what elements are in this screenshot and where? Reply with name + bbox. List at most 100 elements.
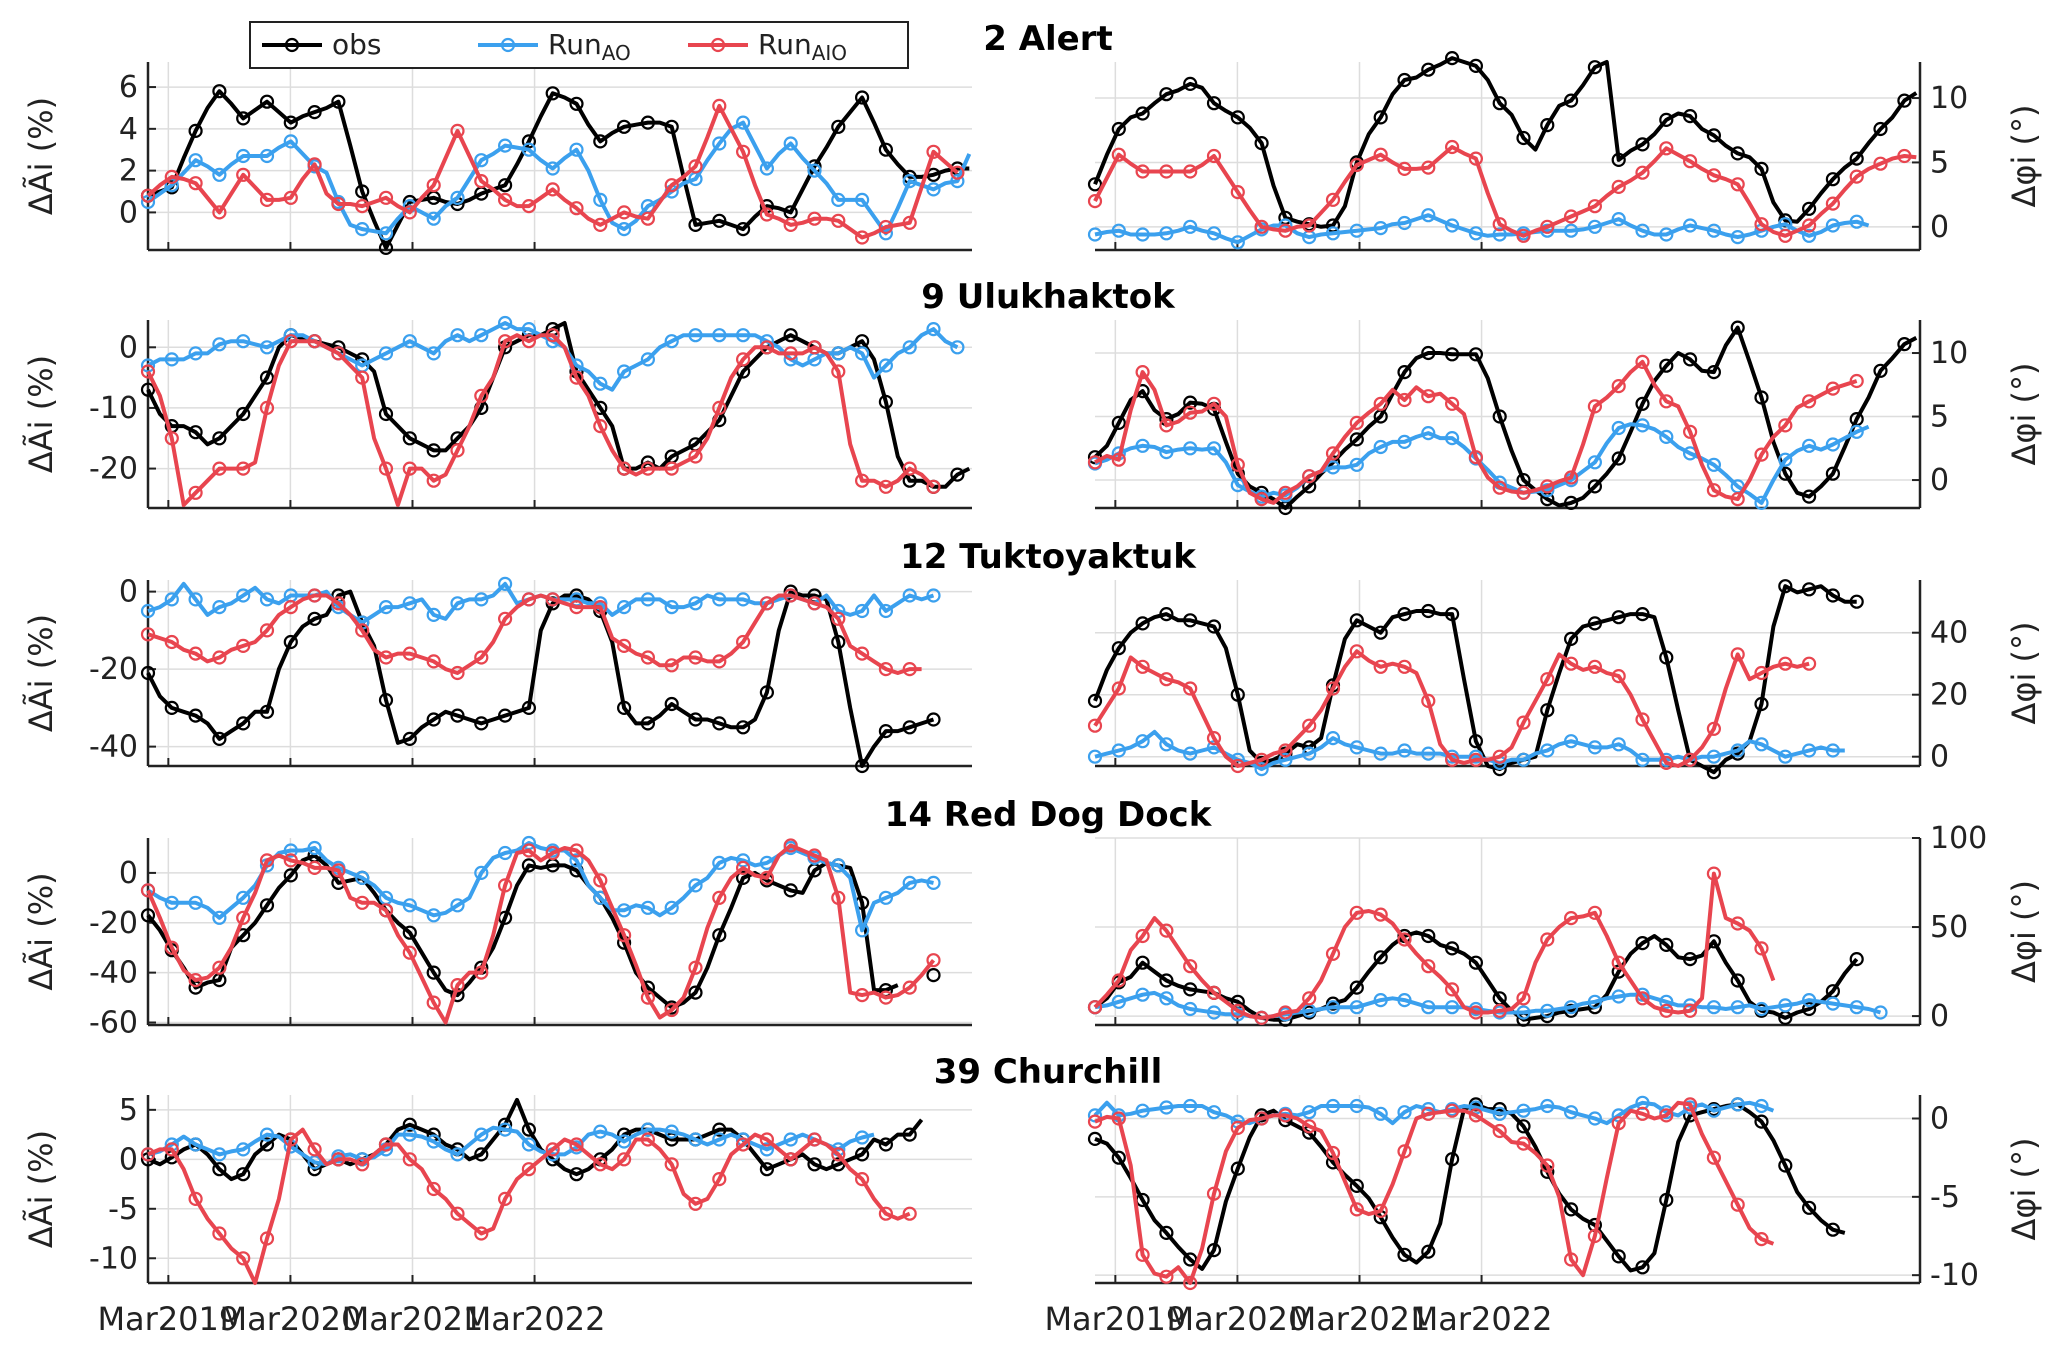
data-point: [331, 346, 346, 361]
series-run_aio-1-left: [140, 328, 941, 507]
data-point: [1801, 1200, 1817, 1215]
data-point: [807, 1157, 822, 1172]
panel-4-right: 0 -5 -10 Δφi (°): [1095, 1095, 2043, 1293]
y-tick-label: -10: [1930, 1258, 1979, 1293]
data-point: [164, 169, 179, 184]
data-point: [1397, 992, 1412, 1008]
data-point: [283, 134, 298, 149]
data-point: [902, 1127, 917, 1142]
data-point: [1444, 606, 1460, 622]
data-point: [902, 1206, 917, 1221]
data-point: [878, 661, 894, 677]
data-point: [1254, 752, 1269, 767]
series-run_ao-0-right: [1087, 208, 1870, 250]
data-point: [759, 340, 775, 355]
data-point: [712, 890, 727, 905]
data-point: [1801, 582, 1817, 597]
data-point: [1706, 866, 1722, 881]
data-point: [1540, 1003, 1555, 1018]
data-point: [188, 1191, 203, 1207]
data-point: [1468, 347, 1484, 362]
data-point: [426, 654, 441, 669]
legend-marker: [500, 37, 516, 53]
data-point: [545, 161, 560, 176]
data-point: [1373, 1106, 1388, 1121]
data-point: [1730, 320, 1745, 335]
data-point: [735, 860, 751, 876]
data-point: [378, 240, 394, 255]
legend-label: obs: [332, 28, 382, 61]
data-point: [1087, 693, 1103, 709]
data-point: [1635, 223, 1650, 238]
data-point: [854, 346, 870, 361]
data-point: [1730, 146, 1745, 161]
y-tick-label: 20: [1930, 678, 1968, 713]
data-point: [688, 217, 703, 232]
data-point: [712, 1132, 727, 1147]
data-point: [1635, 354, 1650, 369]
data-point: [1825, 1222, 1841, 1237]
y-axis-label: ΔÃi (%): [22, 872, 60, 990]
data-point: [1563, 223, 1579, 238]
data-point: [688, 449, 703, 464]
data-point: [616, 903, 632, 918]
data-point: [1730, 973, 1745, 988]
data-point: [664, 599, 679, 615]
data-point: [1516, 228, 1531, 243]
data-point: [759, 1162, 775, 1177]
data-point: [1730, 916, 1745, 931]
data-point: [783, 1152, 798, 1167]
data-point: [1444, 1000, 1460, 1015]
data-point: [616, 1134, 632, 1149]
data-point: [1563, 1202, 1579, 1217]
data-point: [664, 334, 679, 349]
data-point: [1516, 1119, 1531, 1134]
data-point: [1325, 1000, 1341, 1015]
data-point: [640, 1132, 656, 1147]
y-tick-label: 10: [1930, 336, 1968, 371]
data-point: [545, 845, 560, 861]
data-point: [664, 178, 679, 193]
data-point: [188, 592, 203, 607]
data-point: [164, 431, 179, 446]
data-point: [1421, 959, 1436, 974]
series-line: [1093, 56, 1918, 229]
data-point: [569, 370, 584, 385]
data-point: [1587, 479, 1603, 494]
y-axis-label: Δφi (°): [2005, 104, 2043, 207]
data-point: [1325, 730, 1341, 746]
data-point: [688, 878, 703, 893]
data-point: [1349, 980, 1364, 995]
data-point: [878, 1137, 894, 1152]
data-point: [1516, 715, 1531, 730]
data-point: [688, 712, 703, 727]
data-point: [569, 599, 584, 615]
data-point: [902, 461, 917, 476]
data-point: [498, 1122, 513, 1137]
data-point: [378, 226, 394, 241]
data-point: [1206, 1105, 1222, 1120]
series-obs-2-left: [140, 584, 941, 774]
data-point: [593, 1124, 608, 1139]
data-point: [307, 104, 322, 120]
data-point: [402, 646, 417, 661]
data-point: [1873, 121, 1888, 137]
data-point: [1421, 746, 1436, 761]
data-point: [450, 328, 465, 343]
data-point: [521, 334, 537, 349]
data-point: [521, 843, 537, 858]
data-point: [1682, 352, 1698, 367]
data-point: [950, 165, 965, 180]
data-point: [378, 190, 394, 205]
data-point: [1682, 1097, 1698, 1112]
data-point: [640, 211, 656, 226]
y-axis-label: ΔÃi (%): [22, 355, 60, 473]
data-point: [474, 328, 489, 343]
series-run_ao-3-left: [140, 835, 941, 938]
data-point: [807, 340, 822, 355]
data-point: [735, 144, 751, 159]
data-point: [236, 890, 251, 905]
data-point: [1135, 1247, 1150, 1262]
series-line: [146, 103, 959, 240]
data-point: [1325, 446, 1341, 461]
